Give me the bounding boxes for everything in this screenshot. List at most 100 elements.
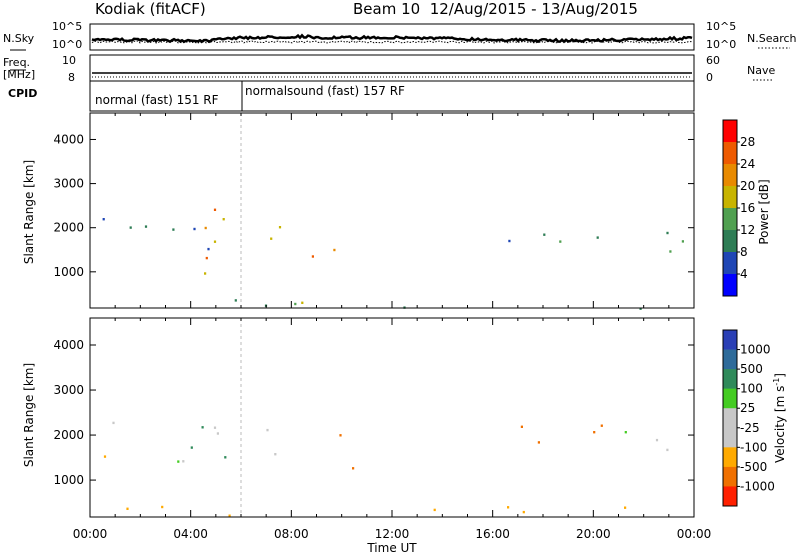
y-tick-label: 2000 [53,428,84,442]
nsearch-trace [91,40,692,44]
heatmap-cell [593,431,596,434]
colorbar-tick-label: 20 [740,179,755,193]
nave-tick-high: 60 [706,54,720,67]
x-tick-label: 04:00 [173,527,208,541]
x-tick-label: 20:00 [576,527,611,541]
heatmap-cell [433,508,436,512]
colorbar-segment [723,186,737,209]
power-colorbar: 4 8 12 16 20 24 28 [722,119,755,297]
power-panel: 1000 2000 3000 4000 Slant Range [km] 4 8 12 16… [22,112,771,310]
colorbar-tick-label: -500 [740,460,767,474]
heatmap-cell [274,453,277,456]
nsky-label: N.Sky [3,32,35,45]
colorbar-tick-label: -100 [740,440,767,454]
freq-panel: Freq. [MHz] 10 8 60 0 Nave [3,54,775,84]
colorbar-tick-label: -1000 [740,479,775,493]
nsky-tick-low: 10^0 [52,38,82,51]
colorbar-tick-label: 8 [740,245,748,259]
heatmap-cell [228,514,231,517]
heatmap-cell [339,434,342,437]
x-tick-label: 08:00 [274,527,309,541]
heatmap-cell [172,228,175,231]
heatmap-cell [204,272,207,275]
heatmap-cell [129,226,132,229]
heatmap-cell [352,467,355,470]
heatmap-cell [103,455,107,458]
heatmap-cell [278,226,282,229]
cpid-mode-2: normalsound (fast) 157 RF [245,84,405,98]
freq-tick-high: 10 [62,54,76,67]
freq-tick-low: 8 [68,71,75,84]
velocity-ylabel: Slant Range [km] [22,363,36,467]
heatmap-cell [294,302,297,306]
power-x-ticks [89,113,695,308]
heatmap-cell [234,299,237,302]
heatmap-cell [507,506,510,509]
nsky-trace [91,33,693,44]
heatmap-cell [213,208,217,211]
colorbar-frame [722,329,738,507]
heatmap-cell [205,256,208,260]
velocity-colorbar-label: Velocity [m s-1] [772,373,787,463]
cpid-mode-1: normal (fast) 151 RF [95,93,219,107]
nave-tick-low: 0 [706,71,713,84]
colorbar-segment [723,330,737,350]
heatmap-cell [144,225,148,228]
colorbar-segment [723,349,737,370]
colorbar-tick-label: 24 [740,157,755,171]
nsearch-label: N.Search [747,32,797,45]
heatmap-cell [207,247,210,251]
colorbar-tick-label: 1000 [740,343,771,357]
x-axis-labels: 00:00 04:00 08:00 12:00 16:00 20:00 00:00 [73,527,712,541]
x-tick-label: 12:00 [375,527,410,541]
beam-date-title: Beam 10 12/Aug/2015 - 13/Aug/2015 [353,0,638,18]
heatmap-cell [624,431,627,434]
heatmap-cell [270,237,273,240]
heatmap-cell [177,460,180,463]
colorbar-segment [723,230,737,253]
heatmap-cell [222,218,225,221]
y-tick-label: 4000 [53,132,84,146]
heatmap-cell [213,426,217,429]
heatmap-cell [596,236,599,239]
heatmap-cell [266,428,269,432]
colorbar-segment [723,466,737,487]
colorbar-tick-label: 100 [740,382,763,396]
nsearch-tick-high: 10^5 [706,20,736,33]
heatmap-cell [161,505,164,509]
heatmap-cell [102,218,105,221]
heatmap-cell [666,448,669,452]
heatmap-cell [301,301,304,304]
velocity-panel: 1000 2000 3000 4000 Slant Range [km] 1000 50… [22,317,787,518]
heatmap-cell [666,231,669,235]
heatmap-cell [204,226,207,230]
radar-title: Kodiak (fitACF) [95,0,206,18]
colorbar-tick-label: 16 [740,201,755,215]
colorbar-segment [723,447,737,468]
velocity-colorbar-label-main: Velocity [m s [773,386,787,463]
heatmap-cell [112,421,115,425]
heatmap-cell [216,432,219,435]
y-tick-label: 4000 [53,338,84,352]
nsky-panel: N.Sky 10^5 10^0 10^5 10^0 N.Search [3,20,797,51]
velocity-x-ticks [89,318,695,517]
velocity-colorbar-label-sup: -1 [772,378,781,386]
heatmap-cell [333,248,336,252]
colorbar-segment [723,408,737,429]
velocity-data-layer [103,318,669,517]
heatmap-cell [508,239,511,243]
nsearch-tick-low: 10^0 [706,38,736,51]
colorbar-tick-label: 28 [740,135,755,149]
y-tick-label: 3000 [53,383,84,397]
heatmap-cell [126,507,129,510]
x-axis-title: Time UT [366,541,417,554]
heatmap-cell [520,425,523,428]
freq-label: Freq. [3,56,30,69]
power-y-axis: 1000 2000 3000 4000 [53,132,694,279]
x-tick-label: 00:00 [677,527,712,541]
colorbar-tick-label: 500 [740,362,763,376]
heatmap-cell [201,426,204,429]
heatmap-cell [213,240,217,243]
heatmap-cell [624,506,627,509]
